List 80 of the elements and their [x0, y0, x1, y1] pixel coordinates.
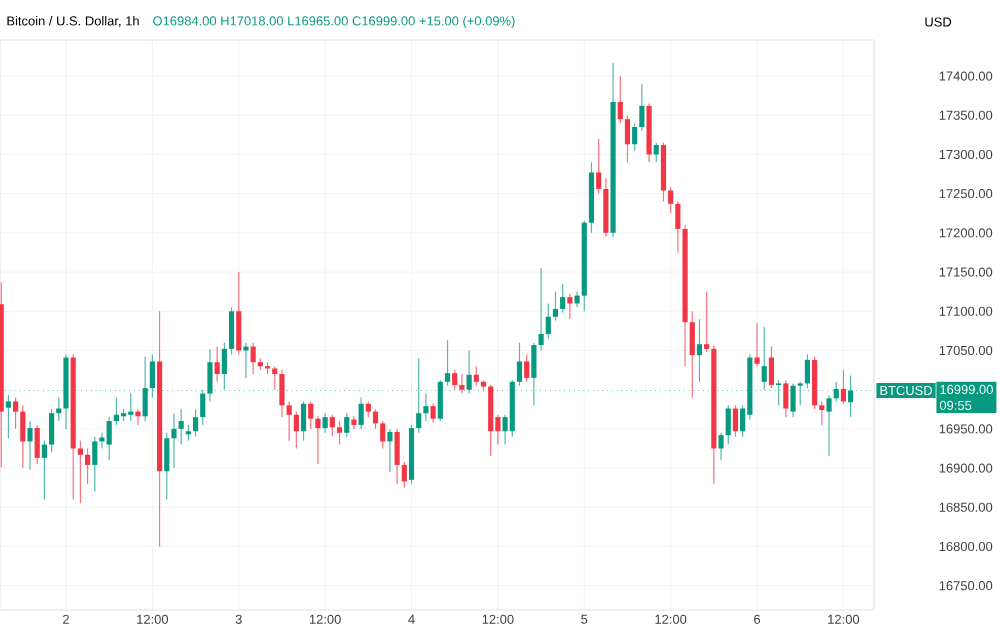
candlestick	[423, 393, 429, 422]
candlestick	[315, 415, 321, 465]
candlestick	[689, 310, 695, 399]
candlestick	[444, 339, 451, 387]
candlestick	[401, 461, 407, 489]
candlestick	[228, 306, 235, 355]
candlestick	[430, 403, 436, 424]
candlestick	[85, 447, 91, 485]
candlestick	[106, 416, 112, 461]
candlestick	[617, 75, 623, 124]
candlestick	[783, 379, 789, 418]
candlestick	[171, 412, 177, 469]
candlestick	[214, 345, 220, 383]
candlestick	[92, 436, 98, 493]
candlestick	[243, 342, 249, 379]
candlestick	[308, 400, 314, 430]
candlestick	[754, 322, 760, 367]
candlestick	[552, 291, 559, 322]
candlestick	[351, 415, 357, 430]
candlestick	[660, 142, 667, 203]
candlestick	[13, 396, 19, 430]
candlestick	[826, 394, 832, 457]
candlestick	[452, 369, 458, 391]
candlestick	[567, 293, 573, 320]
candlestick	[459, 373, 465, 395]
candlestick	[416, 357, 422, 434]
candlestick	[358, 396, 364, 430]
candlestick	[128, 393, 134, 422]
candlestick	[164, 432, 170, 501]
candlestick	[596, 138, 602, 195]
candlestick	[545, 302, 551, 340]
candlestick	[624, 114, 631, 163]
candlestick	[812, 356, 818, 410]
candlestick	[329, 414, 335, 438]
candlestick	[34, 424, 40, 465]
candlestick	[250, 342, 256, 375]
candlestick	[653, 142, 659, 163]
candlestick	[5, 394, 11, 439]
candlestick	[819, 400, 825, 426]
candlestick	[768, 345, 775, 389]
candlestick	[840, 369, 847, 405]
candlestick	[732, 404, 739, 438]
candlestick	[322, 412, 328, 434]
candlestick	[804, 353, 811, 389]
candlestick	[560, 283, 566, 314]
candlestick	[538, 267, 544, 352]
candlestick	[192, 408, 199, 438]
candlestick	[603, 177, 609, 238]
candlestick	[761, 326, 767, 391]
candlestick	[704, 291, 710, 353]
candlestick	[20, 404, 26, 469]
candlestick	[797, 381, 803, 406]
candlestick	[41, 440, 47, 501]
candlestick	[336, 420, 343, 446]
candlestick	[524, 353, 530, 383]
candlestick	[394, 428, 400, 485]
candlestick	[236, 271, 242, 355]
candlestick	[27, 420, 33, 471]
candlestick	[668, 186, 674, 214]
candlestick	[473, 365, 479, 387]
candlestick	[178, 408, 184, 446]
candlestick	[632, 122, 638, 152]
candlestick	[135, 408, 141, 426]
candlestick	[531, 342, 537, 406]
candlestick	[488, 384, 494, 457]
candlestick	[221, 342, 227, 391]
candlestick	[639, 83, 645, 132]
candlestick	[300, 400, 307, 442]
candlestick	[344, 412, 350, 438]
candlestick	[516, 342, 523, 387]
candlestick	[696, 318, 703, 383]
candlestick	[49, 408, 55, 454]
candlestick	[718, 432, 724, 461]
candlestick	[77, 440, 83, 504]
candlestick	[293, 411, 299, 450]
candlestick	[113, 396, 119, 426]
candlestick	[380, 420, 386, 450]
candlestick	[372, 408, 379, 430]
candlestick	[387, 428, 393, 473]
candlestick	[725, 404, 731, 446]
